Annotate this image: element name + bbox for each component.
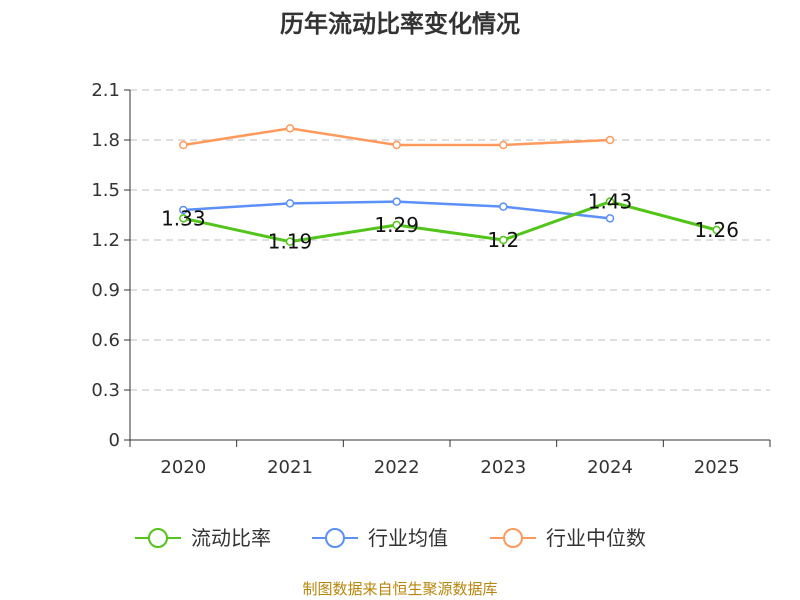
data-point (285, 237, 295, 246)
x-tick-label: 2025 (694, 457, 740, 478)
data-point (392, 140, 401, 150)
legend-marker-icon (325, 528, 345, 548)
data-point (179, 214, 188, 223)
data-point (605, 197, 615, 206)
y-tick-label: 2.1 (91, 80, 120, 101)
x-tick-label: 2021 (267, 457, 313, 478)
series-line-1 (183, 200, 718, 244)
data-label: 1.29 (374, 213, 419, 237)
chart-title: 历年流动比率变化情况 (280, 10, 520, 38)
data-point (285, 124, 295, 133)
legend[interactable]: 流动比率 行业均值 行业中位数 (135, 526, 646, 550)
y-tick-label: 1.5 (91, 180, 120, 201)
legend-marker-icon (148, 528, 168, 548)
x-tick-label: 2024 (587, 457, 633, 478)
y-tick-label: 0 (109, 430, 120, 451)
y-tick-label: 0.9 (91, 280, 120, 301)
data-label: 1.2 (487, 228, 519, 252)
y-tick-label: 0.3 (91, 380, 120, 401)
data-point (285, 199, 295, 208)
data-label: 1.26 (694, 218, 739, 242)
data-point (712, 225, 721, 235)
axes: 0 0.3 0.6 0.9 1.2 1.5 1.8 2.1 2020 2021 2022 2023 20… (91, 80, 771, 478)
series-lines (179, 124, 721, 246)
legend-item-3[interactable]: 行业中位数 (490, 526, 646, 550)
data-label: 1.19 (268, 230, 313, 254)
data-point (605, 135, 615, 145)
data-point (499, 202, 508, 211)
grid-lines (130, 89, 770, 391)
legend-label: 流动比率 (191, 526, 271, 550)
y-tick-label: 0.6 (91, 330, 120, 351)
data-point (605, 214, 615, 223)
x-tick-label: 2020 (160, 457, 206, 478)
legend-label: 行业均值 (368, 526, 448, 550)
data-point (179, 140, 188, 150)
legend-marker-icon (503, 528, 523, 548)
legend-label: 行业中位数 (546, 526, 646, 550)
legend-item-2[interactable]: 行业均值 (312, 526, 448, 550)
data-point (392, 220, 401, 230)
data-point (392, 197, 401, 206)
data-point (499, 235, 508, 245)
data-point (499, 140, 508, 150)
data-labels: 1.33 1.19 1.29 1.2 1.43 1.26 (161, 190, 739, 254)
data-label: 1.33 (161, 206, 206, 230)
data-point (179, 205, 188, 215)
x-tick-label: 2023 (480, 457, 526, 478)
legend-item-1[interactable]: 流动比率 (135, 526, 271, 550)
y-tick-label: 1.8 (91, 130, 120, 151)
x-tick-label: 2022 (374, 457, 420, 478)
data-label: 1.43 (588, 190, 633, 214)
y-tick-label: 1.2 (91, 230, 120, 251)
source-note: 制图数据来自恒生聚源数据库 (302, 580, 497, 598)
